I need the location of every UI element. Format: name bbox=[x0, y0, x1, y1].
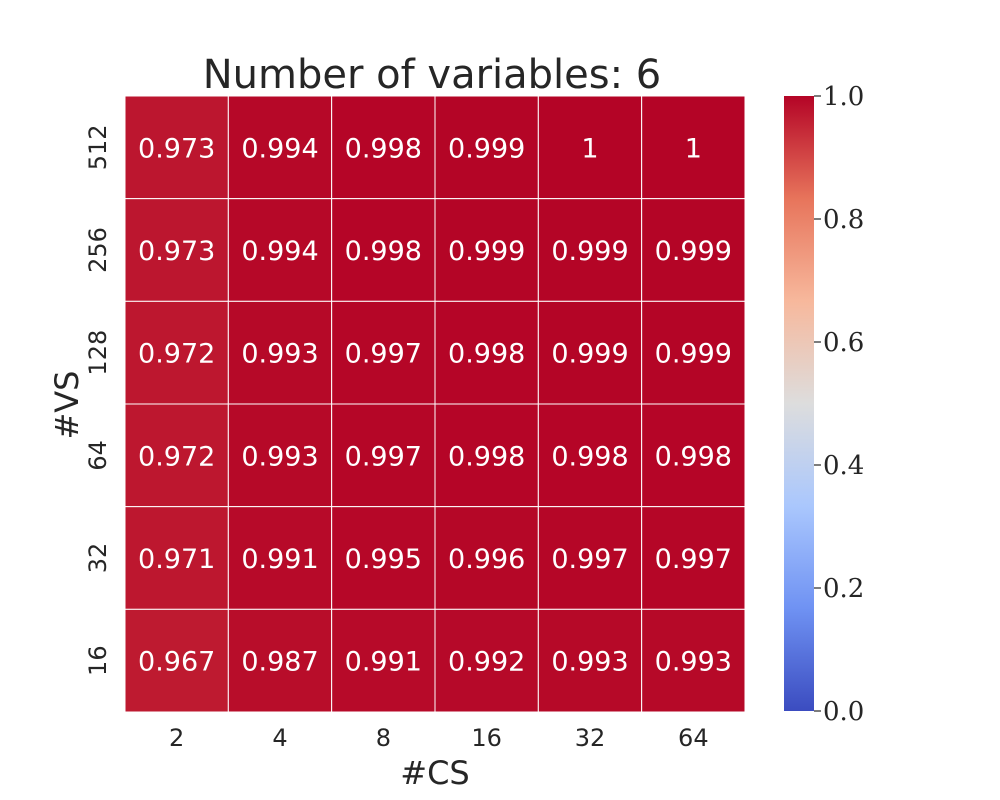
cell-value-label: 0.998 bbox=[448, 339, 525, 370]
cell-value-label: 0.993 bbox=[655, 647, 732, 678]
heatmap-cell bbox=[641, 300, 746, 405]
cell-value-label: 0.971 bbox=[138, 544, 215, 575]
cell-value-label: 1 bbox=[685, 133, 702, 164]
heatmap-cell bbox=[331, 95, 436, 200]
colorbar-ticks: 0.0 0.2 0.4 0.6 0.8 1.0 bbox=[814, 82, 864, 727]
cell-value-label: 0.998 bbox=[448, 441, 525, 472]
cell-value-label: 0.998 bbox=[551, 441, 628, 472]
heatmap-cell bbox=[641, 95, 746, 200]
heatmap-cell bbox=[537, 403, 643, 508]
heatmap-cell bbox=[124, 506, 229, 610]
y-tick-label: 256 bbox=[84, 227, 112, 273]
cell-value-label: 0.999 bbox=[655, 236, 732, 267]
cell-value-label: 0.997 bbox=[655, 544, 732, 575]
heatmap-cell bbox=[124, 608, 229, 713]
heatmap-cell bbox=[434, 506, 539, 610]
heatmap-cell bbox=[537, 300, 643, 405]
y-tick-label: 32 bbox=[84, 543, 112, 574]
colorbar bbox=[784, 96, 814, 711]
cell-value-label: 0.992 bbox=[448, 647, 525, 678]
cell-value-label: 0.991 bbox=[345, 647, 422, 678]
x-tick-label: 2 bbox=[169, 724, 184, 752]
colorbar-tick-label: 0.4 bbox=[823, 451, 864, 481]
heatmap-cell bbox=[434, 95, 539, 200]
x-tick-label: 16 bbox=[471, 724, 502, 752]
cell-value-label: 0.994 bbox=[241, 133, 318, 164]
heatmap-cell bbox=[434, 300, 539, 405]
heatmap-cell bbox=[331, 300, 436, 405]
y-axis-label: #VS bbox=[48, 370, 86, 439]
colorbar-tick-label: 0.0 bbox=[823, 697, 864, 727]
cell-value-label: 0.995 bbox=[345, 544, 422, 575]
cell-value-label: 0.997 bbox=[551, 544, 628, 575]
heatmap-cell bbox=[124, 403, 229, 508]
colorbar-tick-label: 0.2 bbox=[823, 574, 864, 604]
cell-value-label: 0.999 bbox=[448, 133, 525, 164]
cell-value-label: 0.993 bbox=[551, 647, 628, 678]
cell-value-label: 0.998 bbox=[655, 441, 732, 472]
x-tick-label: 64 bbox=[678, 724, 709, 752]
heatmap-cell bbox=[227, 403, 333, 508]
cell-value-label: 0.987 bbox=[241, 647, 318, 678]
cell-value-label: 0.991 bbox=[241, 544, 318, 575]
heatmap-cell bbox=[537, 95, 643, 200]
y-tick-label: 512 bbox=[84, 124, 112, 170]
cell-value-label: 0.999 bbox=[551, 236, 628, 267]
heatmap-cell bbox=[434, 198, 539, 302]
cell-value-label: 0.973 bbox=[138, 133, 215, 164]
heatmap-cell bbox=[641, 198, 746, 302]
cell-value-label: 0.997 bbox=[345, 441, 422, 472]
y-axis-ticks: 512 256 128 64 32 16 bbox=[84, 124, 112, 676]
cell-value-label: 0.998 bbox=[345, 236, 422, 267]
heatmap-cell bbox=[641, 403, 746, 508]
cell-value-label: 0.998 bbox=[345, 133, 422, 164]
cell-value-label: 0.999 bbox=[551, 339, 628, 370]
heatmap-cells: 0.973 0.994 0.998 0.999 1 1 0.973 0.994 0.998 0.9… bbox=[124, 95, 746, 713]
cell-value-label: 0.973 bbox=[138, 236, 215, 267]
heatmap-cell bbox=[537, 608, 643, 713]
cell-value-label: 0.997 bbox=[345, 339, 422, 370]
y-tick-label: 64 bbox=[84, 440, 112, 471]
x-tick-label: 4 bbox=[272, 724, 287, 752]
heatmap-cell bbox=[434, 403, 539, 508]
heatmap-cell bbox=[227, 198, 333, 302]
cell-value-label: 0.996 bbox=[448, 544, 525, 575]
heatmap-cell bbox=[124, 300, 229, 405]
x-tick-label: 8 bbox=[376, 724, 391, 752]
colorbar-tick-label: 0.8 bbox=[823, 205, 864, 235]
cell-value-label: 0.972 bbox=[138, 339, 215, 370]
colorbar-tick-label: 1.0 bbox=[823, 82, 864, 112]
cell-value-label: 1 bbox=[581, 133, 598, 164]
heatmap-cell bbox=[331, 403, 436, 508]
y-tick-label: 128 bbox=[84, 330, 112, 376]
x-tick-label: 32 bbox=[575, 724, 606, 752]
cell-value-label: 0.972 bbox=[138, 441, 215, 472]
heatmap-cell bbox=[641, 608, 746, 713]
heatmap-cell bbox=[124, 95, 229, 200]
heatmap-cell bbox=[641, 506, 746, 610]
colorbar-tick-label: 0.6 bbox=[823, 328, 864, 358]
cell-value-label: 0.993 bbox=[241, 339, 318, 370]
cell-value-label: 0.999 bbox=[655, 339, 732, 370]
x-axis-ticks: 2 4 8 16 32 64 bbox=[169, 724, 709, 752]
cell-value-label: 0.967 bbox=[138, 647, 215, 678]
cell-value-label: 0.994 bbox=[241, 236, 318, 267]
heatmap-cell bbox=[227, 300, 333, 405]
cell-value-label: 0.993 bbox=[241, 441, 318, 472]
y-tick-label: 16 bbox=[84, 645, 112, 676]
x-axis-label: #CS bbox=[400, 754, 469, 792]
heatmap-cell bbox=[227, 95, 333, 200]
chart-title: Number of variables: 6 bbox=[203, 52, 662, 98]
heatmap-cell bbox=[537, 506, 643, 610]
cell-value-label: 0.999 bbox=[448, 236, 525, 267]
heatmap-cell bbox=[331, 506, 436, 610]
heatmap-cell bbox=[434, 608, 539, 713]
